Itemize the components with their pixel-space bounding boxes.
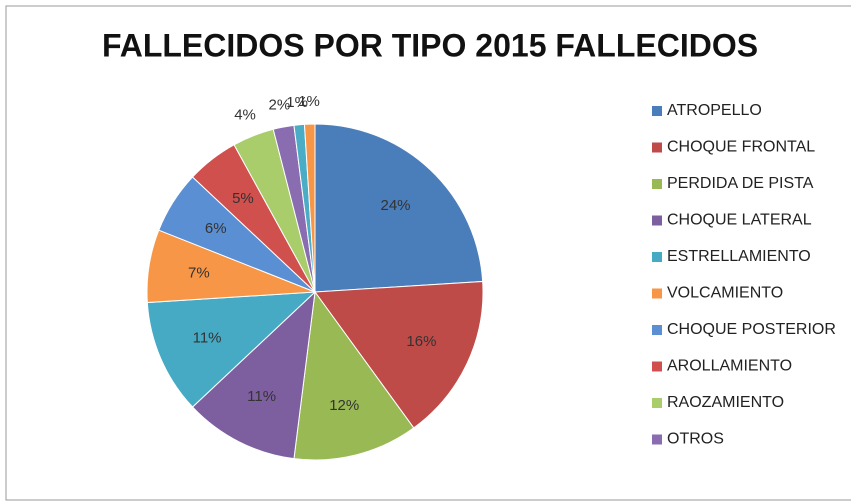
legend-label: AROLLAMIENTO — [667, 358, 792, 375]
slice-label: 11% — [247, 388, 276, 405]
slice-label: 16% — [406, 333, 436, 350]
slice-label: 12% — [329, 397, 359, 414]
legend-swatch — [652, 325, 662, 335]
slice-label: 11% — [193, 330, 222, 347]
legend-swatch — [652, 106, 662, 116]
slice-label: 24% — [380, 197, 410, 214]
pie-slice — [146, 291, 317, 408]
legend-swatch — [652, 398, 662, 408]
legend-label: RAOZAMIENTO — [667, 394, 784, 411]
pie-slice — [293, 290, 415, 461]
legend-label: OTROS — [667, 431, 724, 448]
legend-label: ATROPELLO — [667, 102, 762, 119]
pie-slice — [314, 123, 484, 293]
legend-label: CHOQUE FRONTAL — [667, 139, 815, 156]
slice-label: 2% — [269, 96, 291, 113]
chart-title: FALLECIDOS POR TIPO 2015 FALLECIDOS — [102, 27, 758, 63]
legend-swatch — [652, 179, 662, 189]
legend-label: VOLCAMIENTO — [667, 285, 783, 302]
legend-swatch — [652, 215, 662, 226]
slice-label: 4% — [234, 106, 256, 123]
legend-label: PERDIDA DE PISTA — [667, 175, 814, 192]
legend-swatch — [652, 434, 662, 445]
slice-label: 6% — [205, 220, 227, 237]
slice-label: 7% — [188, 265, 210, 282]
legend-label: ESTRELLAMIENTO — [667, 248, 811, 265]
slice-label: 1% — [298, 93, 320, 110]
legend-swatch — [652, 142, 662, 153]
pie-slice — [191, 290, 316, 460]
slice-label: 5% — [232, 190, 254, 207]
pie-slice — [303, 123, 316, 293]
legend-swatch — [652, 361, 662, 372]
pie-slice — [314, 280, 484, 429]
legend-label: CHOQUE LATERAL — [667, 212, 812, 229]
slice-label: 1% — [286, 94, 308, 111]
legend-label: CHOQUE POSTERIOR — [667, 321, 836, 338]
legend-swatch — [652, 252, 662, 262]
legend-swatch — [652, 288, 662, 299]
